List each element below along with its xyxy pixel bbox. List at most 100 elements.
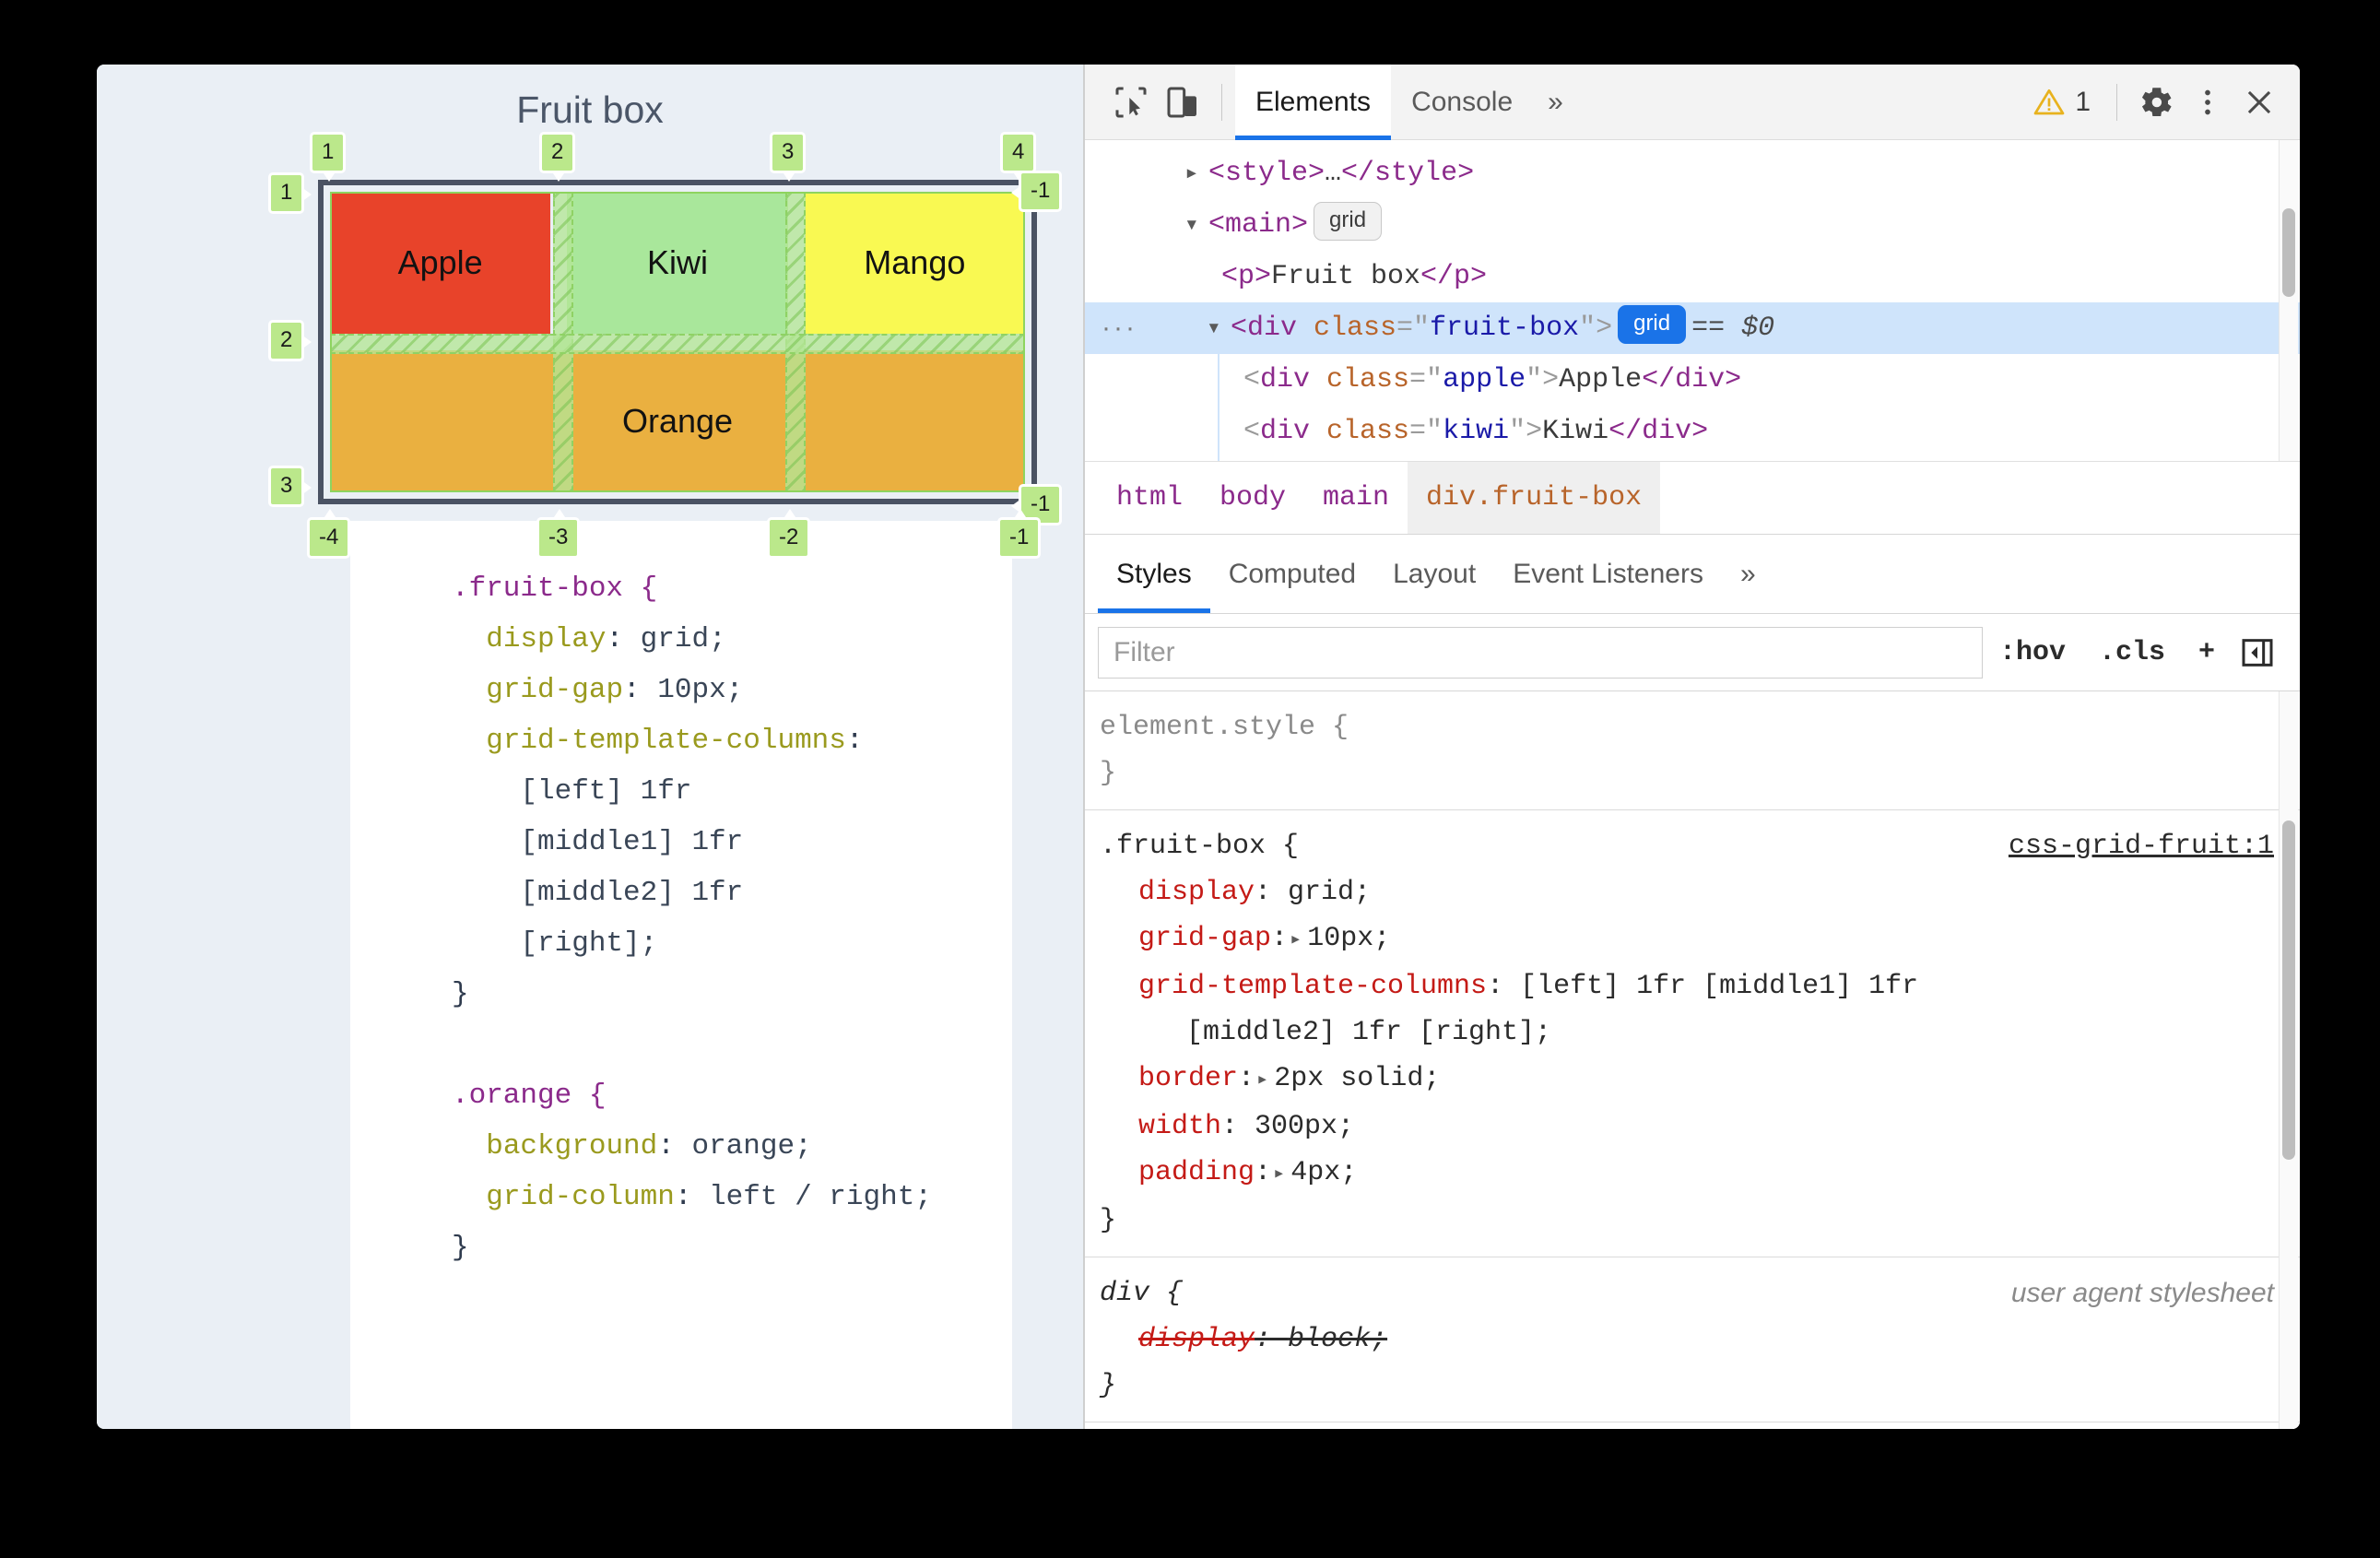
declaration-prop-border[interactable]: border: [1138, 1063, 1239, 1094]
declaration-value-grid-template-columns[interactable]: [left] 1fr [middle1] 1fr: [1520, 971, 1919, 1002]
declaration-value-border[interactable]: 2px solid;: [1274, 1063, 1441, 1094]
declaration-value-padding[interactable]: 4px;: [1290, 1157, 1358, 1188]
more-tabs-icon[interactable]: »: [1548, 86, 1563, 117]
declaration-prop-padding[interactable]: padding: [1138, 1157, 1255, 1188]
filter-input[interactable]: Filter: [1098, 626, 1983, 679]
rule-user-agent-div[interactable]: user agent stylesheet div { display: blo…: [1085, 1257, 2300, 1422]
rule-selector-div[interactable]: div {: [1100, 1278, 1184, 1309]
declaration-grid-template-columns[interactable]: grid-template-columns: [left] 1fr [middl…: [1138, 971, 1919, 1002]
declaration-prop-grid-gap[interactable]: grid-gap: [1138, 923, 1272, 954]
dom-row-kiwi[interactable]: <div class="kiwi">Kiwi</div>: [1243, 416, 1709, 447]
styles-rules-list[interactable]: element.style { } css-grid-fruit:1 .frui…: [1085, 691, 2300, 1429]
css-val-display: grid;: [640, 623, 726, 655]
declaration-value-grid-gap[interactable]: 10px;: [1307, 923, 1391, 954]
dom-scrollbar-thumb[interactable]: [2282, 208, 2295, 297]
css-val-col-middle1: [middle1] 1fr: [520, 826, 744, 858]
dom-row-p[interactable]: <p>Fruit box</p>: [1221, 261, 1488, 292]
page-title: Fruit box: [516, 89, 664, 131]
tab-styles[interactable]: Styles: [1098, 536, 1210, 613]
declaration-width[interactable]: width: 300px;: [1138, 1111, 1355, 1142]
declaration-value-display[interactable]: grid;: [1288, 877, 1372, 908]
expand-triangle-fruit-box[interactable]: ▾: [1207, 314, 1221, 342]
declaration-display[interactable]: display: grid;: [1138, 877, 1372, 908]
declaration-value-ua-display[interactable]: block;: [1288, 1324, 1388, 1355]
rule-close-element-style: }: [1100, 758, 1117, 789]
tab-layout[interactable]: Layout: [1393, 559, 1477, 589]
grid-badge-main[interactable]: grid: [1314, 202, 1383, 241]
dom-row-main[interactable]: ▾ <main> grid: [1085, 199, 2300, 251]
warning-count: 1: [2075, 86, 2091, 117]
declaration-prop-grid-template-columns[interactable]: grid-template-columns: [1138, 971, 1488, 1002]
grid-line-badge-col-2: 2: [539, 132, 576, 182]
dom-tree[interactable]: ▸ <style>…</style> ▾ <main> grid <p>Fruit b…: [1085, 140, 2300, 461]
css-prop-grid-column: grid-column: [486, 1181, 675, 1213]
expand-triangle-padding[interactable]: ▸: [1273, 1163, 1286, 1186]
hov-toggle-button[interactable]: :hov: [1998, 636, 2066, 668]
declaration-ua-display[interactable]: display: block;: [1138, 1324, 1388, 1355]
tab-elements[interactable]: Elements: [1235, 65, 1392, 140]
gear-icon[interactable]: [2130, 77, 2182, 128]
rule-selector-element-style[interactable]: element.style {: [1100, 712, 1349, 743]
grid-line-badge-col-neg4: -4: [307, 509, 351, 559]
breadcrumb-item-div-fruit-box[interactable]: div.fruit-box: [1408, 462, 1661, 534]
expand-triangle-style[interactable]: ▸: [1184, 159, 1199, 187]
grid-cell-kiwi: Kiwi: [567, 192, 788, 334]
kebab-menu-icon[interactable]: [2182, 77, 2233, 128]
styles-sidebar-tabs: Styles Computed Layout Event Listeners »: [1085, 535, 2300, 614]
declaration-padding[interactable]: padding:▸ 4px;: [1085, 1150, 2300, 1198]
expand-triangle-main[interactable]: ▾: [1184, 211, 1199, 239]
rule-fruit-box[interactable]: css-grid-fruit:1 .fruit-box { display: g…: [1085, 810, 2300, 1257]
breadcrumb-item-body[interactable]: body: [1219, 482, 1287, 513]
rule-source-link[interactable]: css-grid-fruit:1: [2008, 831, 2274, 862]
dom-scrollbar[interactable]: [2279, 140, 2298, 461]
new-style-rule-button[interactable]: +: [2197, 636, 2215, 668]
styles-filter-bar: Filter :hov .cls +: [1085, 614, 2300, 691]
declaration-border[interactable]: border:▸ 2px solid;: [1085, 1056, 2300, 1104]
declaration-prop-width[interactable]: width: [1138, 1111, 1222, 1142]
close-icon[interactable]: [2233, 77, 2285, 128]
css-close-brace-2: }: [452, 1232, 469, 1264]
dom-row-style[interactable]: ▸ <style>…</style>: [1085, 148, 2300, 199]
css-val-col-left: [left] 1fr: [520, 775, 692, 808]
declaration-value-grid-template-columns-cont[interactable]: [middle2] 1fr [right];: [1186, 1017, 1552, 1048]
tab-console[interactable]: Console: [1411, 86, 1514, 117]
breadcrumb-item-main[interactable]: main: [1323, 482, 1390, 513]
warning-indicator[interactable]: 1: [2020, 86, 2103, 119]
grid-cell-mango: Mango: [804, 192, 1025, 334]
declaration-grid-gap[interactable]: grid-gap:▸ 10px;: [1085, 915, 2300, 963]
grid-line-badge-col-4: 4: [1000, 132, 1037, 182]
styles-scrollbar[interactable]: [2279, 691, 2298, 1429]
rule-selector-fruit-box[interactable]: .fruit-box {: [1100, 831, 1300, 862]
styles-scrollbar-thumb[interactable]: [2282, 820, 2295, 1160]
device-toolbar-icon[interactable]: [1157, 77, 1208, 128]
sidebar-more-tabs-icon[interactable]: »: [1739, 559, 1756, 589]
rule-element-style[interactable]: element.style { }: [1085, 691, 2300, 810]
grid-line-badge-row-3: 3: [268, 466, 312, 507]
rule-close-fruit-box: }: [1100, 1205, 1117, 1236]
declaration-prop-display[interactable]: display: [1138, 877, 1255, 908]
toggle-sidebar-icon[interactable]: [2232, 627, 2283, 679]
declaration-value-width[interactable]: 300px;: [1255, 1111, 1355, 1142]
tab-event-listeners[interactable]: Event Listeners: [1513, 559, 1703, 589]
dom-row-fruit-box[interactable]: ··· ▾ <div class="fruit-box"> grid == $0: [1085, 302, 2300, 354]
cls-toggle-button[interactable]: .cls: [2098, 636, 2165, 668]
inspect-element-icon[interactable]: [1105, 77, 1157, 128]
fruit-box-element: Apple Kiwi Mango Orange: [318, 180, 1037, 504]
devtools-toolbar: Elements Console » 1: [1085, 65, 2300, 140]
css-prop-background: background: [486, 1130, 658, 1163]
expand-triangle-grid-gap[interactable]: ▸: [1290, 928, 1302, 951]
css-source-text: .fruit-box { display: grid; grid-gap: 10…: [452, 572, 932, 1264]
css-prop-grid-template-columns: grid-template-columns: [486, 725, 846, 757]
grid-cell-apple: Apple: [330, 192, 551, 334]
declaration-prop-ua-display[interactable]: display: [1138, 1324, 1255, 1355]
dom-row-apple[interactable]: <div class="apple">Apple</div>: [1243, 364, 1742, 395]
css-val-col-middle2: [middle2] 1fr: [520, 877, 744, 909]
viewport-right-edge: [1070, 65, 1083, 1429]
breadcrumb-item-html[interactable]: html: [1116, 482, 1184, 513]
grid-badge-fruit-box[interactable]: grid: [1618, 305, 1687, 344]
expand-triangle-border[interactable]: ▸: [1256, 1068, 1269, 1092]
tab-computed[interactable]: Computed: [1228, 559, 1357, 589]
row-more-icon[interactable]: ···: [1102, 313, 1137, 343]
grid-line-badge-col-1: 1: [310, 132, 347, 182]
